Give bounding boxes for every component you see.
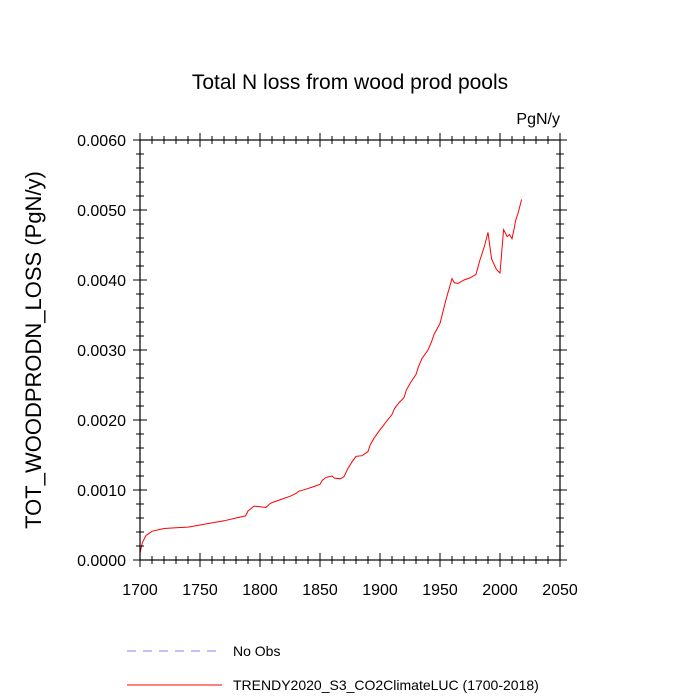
- y-tick-label: 0.0050: [77, 203, 126, 220]
- legend: No Obs TRENDY2020_S3_CO2ClimateLUC (1700…: [127, 643, 539, 693]
- legend-label-no-obs: No Obs: [233, 643, 280, 659]
- plot-area: 1700 1750 1800 1850 1900 1950 2000 2050 0.00000…: [77, 133, 578, 599]
- chart-title: Total N loss from wood prod pools: [192, 71, 508, 94]
- x-tick-label: 1700: [122, 582, 158, 599]
- x-tick-label: 1900: [362, 582, 398, 599]
- series-layer: [139, 199, 523, 554]
- y-tick-label: 0.0060: [77, 133, 126, 150]
- y-tick-label: 0.0020: [77, 413, 126, 430]
- x-tick-label: 1950: [422, 582, 458, 599]
- plot-frame: [139, 139, 561, 561]
- y-axis-label: TOT_WOODPRODN_LOSS (PgN/y): [21, 171, 46, 529]
- y-tick-label: 0.0010: [77, 483, 126, 500]
- x-tick-label: 1750: [182, 582, 218, 599]
- legend-item-no-obs: No Obs: [127, 643, 280, 659]
- x-tick-label: 2000: [482, 582, 518, 599]
- x-tick-labels: 1700 1750 1800 1850 1900 1950 2000 2050: [122, 582, 578, 599]
- legend-item-trendy: TRENDY2020_S3_CO2ClimateLUC (1700-2018): [127, 677, 539, 693]
- y-tick-labels: 0.0000 0.0010 0.0020 0.0030 0.0040 0.0050 0.00…: [77, 133, 126, 570]
- x-tick-label: 1850: [302, 582, 338, 599]
- legend-label-trendy: TRENDY2020_S3_CO2ClimateLUC (1700-2018): [233, 677, 539, 693]
- y-tick-label: 0.0000: [77, 553, 126, 570]
- y-tick-label: 0.0040: [77, 273, 126, 290]
- x-tick-label: 1800: [242, 582, 278, 599]
- series-line-1: [139, 199, 523, 554]
- x-tick-label: 2050: [542, 582, 578, 599]
- tick-layer: [133, 133, 567, 567]
- y-tick-label: 0.0030: [77, 343, 126, 360]
- units-label: PgN/y: [516, 111, 560, 128]
